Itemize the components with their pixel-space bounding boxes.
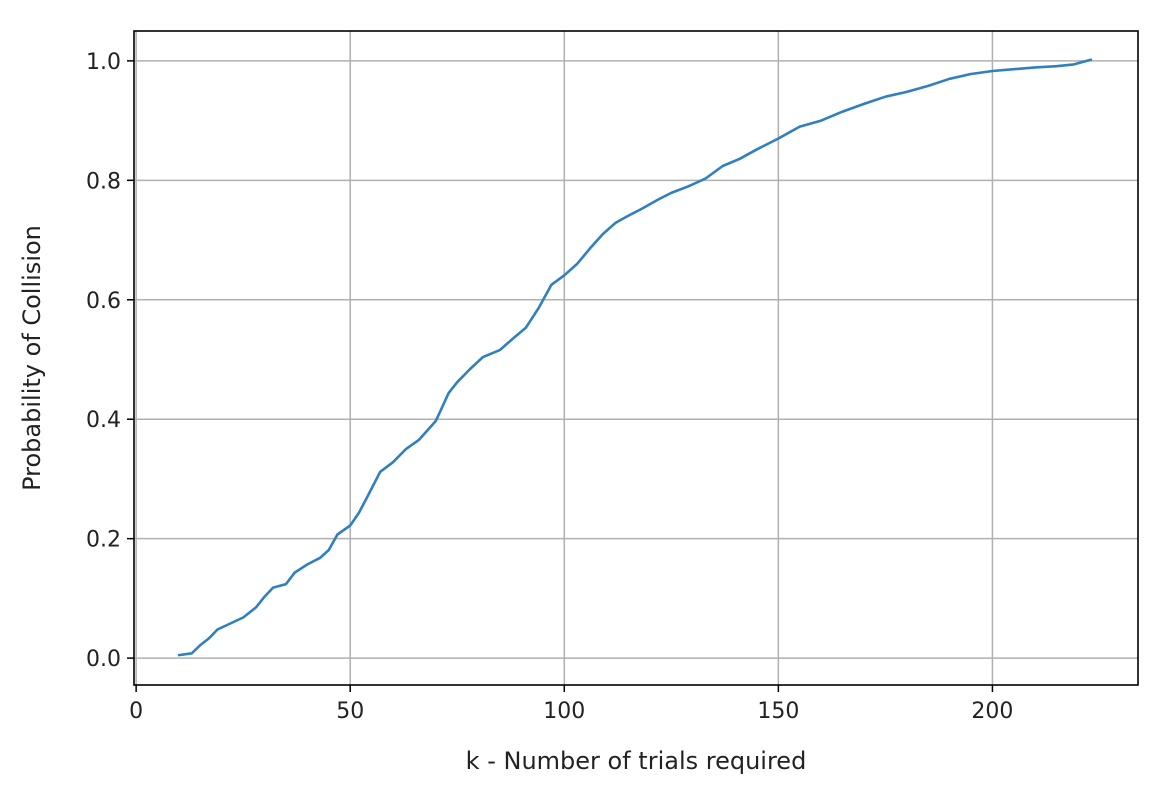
x-tick-label: 100 xyxy=(543,699,585,724)
y-axis-label: Probability of Collision xyxy=(18,225,46,491)
x-tick-label: 0 xyxy=(129,699,143,724)
series-group xyxy=(177,58,1093,657)
x-tick-label: 50 xyxy=(336,699,364,724)
y-tick-label: 1.0 xyxy=(86,50,121,75)
grid-lines xyxy=(134,31,1138,685)
y-tick-label: 0.8 xyxy=(86,169,121,194)
x-tick-label: 200 xyxy=(971,699,1013,724)
x-tick-label: 150 xyxy=(757,699,799,724)
x-axis-label: k - Number of trials required xyxy=(466,747,807,775)
x-axis-ticks: 0 50 100 150 200 xyxy=(129,685,1013,724)
series-line xyxy=(177,58,1093,657)
y-tick-label: 0.6 xyxy=(86,289,121,314)
y-tick-label: 0.2 xyxy=(86,528,121,553)
plot-frame xyxy=(133,30,1139,686)
y-tick-label: 0.4 xyxy=(86,408,121,433)
y-axis-ticks: 0.0 0.2 0.4 0.6 0.8 1.0 xyxy=(86,50,134,672)
y-tick-label: 0.0 xyxy=(86,647,121,672)
